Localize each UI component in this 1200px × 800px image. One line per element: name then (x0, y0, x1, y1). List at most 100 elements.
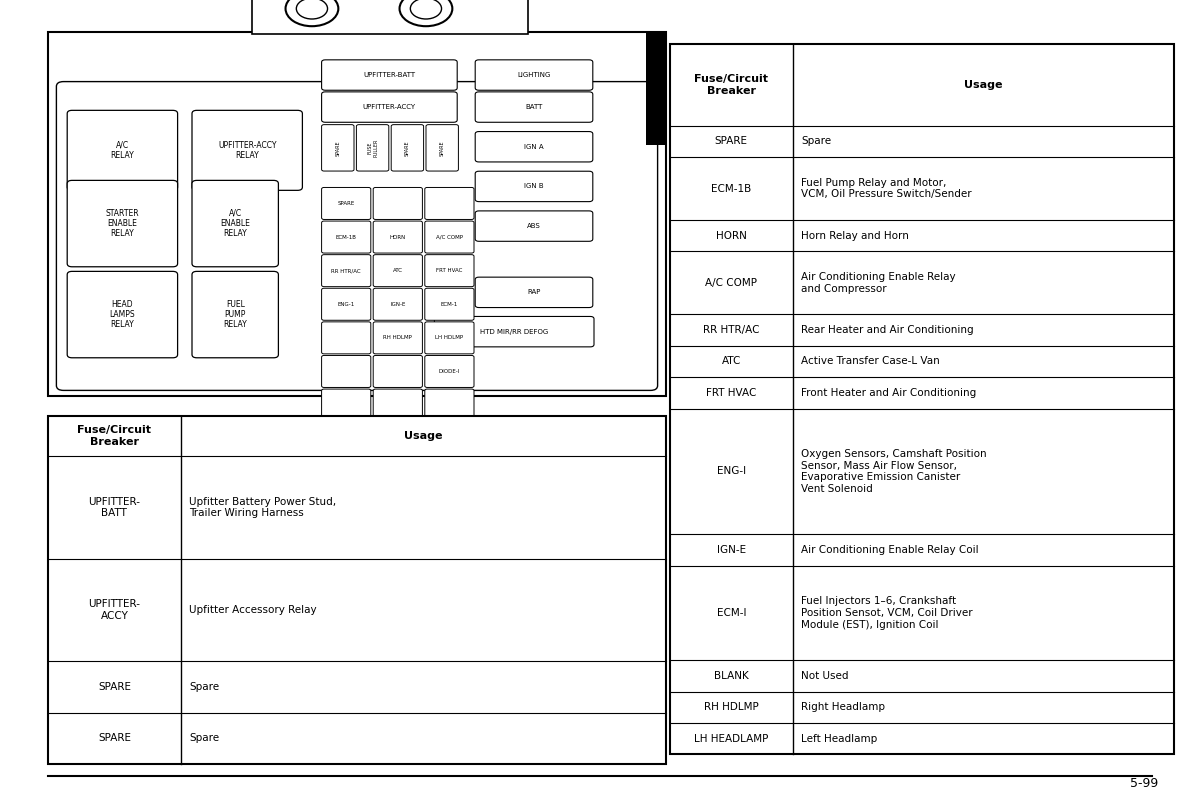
Text: FUEL
PUMP
RELAY: FUEL PUMP RELAY (223, 300, 247, 330)
Text: FRT HVAC: FRT HVAC (437, 268, 462, 273)
FancyBboxPatch shape (425, 221, 474, 253)
Text: SPARE: SPARE (439, 140, 445, 156)
Text: ECM-1B: ECM-1B (336, 234, 356, 239)
Text: BATT: BATT (526, 104, 542, 110)
FancyBboxPatch shape (475, 60, 593, 90)
Text: SPARE: SPARE (335, 140, 341, 156)
Text: Fuse/Circuit
Breaker: Fuse/Circuit Breaker (695, 74, 768, 96)
Text: ATC: ATC (392, 268, 403, 273)
FancyBboxPatch shape (475, 211, 593, 242)
Text: SPARE: SPARE (337, 201, 355, 206)
FancyBboxPatch shape (373, 322, 422, 354)
Text: Horn Relay and Horn: Horn Relay and Horn (802, 230, 910, 241)
FancyBboxPatch shape (322, 254, 371, 286)
Text: A/C
RELAY: A/C RELAY (110, 141, 134, 160)
FancyBboxPatch shape (67, 271, 178, 358)
FancyBboxPatch shape (67, 180, 178, 266)
Text: RR HTR/AC: RR HTR/AC (703, 325, 760, 335)
Text: UPFITTER-ACCY: UPFITTER-ACCY (362, 104, 416, 110)
Text: Front Heater and Air Conditioning: Front Heater and Air Conditioning (802, 388, 977, 398)
Text: RR HTR/AC: RR HTR/AC (331, 268, 361, 273)
FancyBboxPatch shape (322, 389, 371, 421)
Text: HORN: HORN (390, 234, 406, 239)
Text: IGN-E: IGN-E (716, 545, 746, 555)
Text: ABS: ABS (527, 223, 541, 229)
Text: SPARE: SPARE (715, 137, 748, 146)
Text: ENG-1: ENG-1 (337, 302, 355, 306)
FancyBboxPatch shape (373, 389, 422, 421)
Text: Fuse/Circuit
Breaker: Fuse/Circuit Breaker (78, 426, 151, 447)
FancyBboxPatch shape (356, 125, 389, 171)
Bar (252, 0, 528, 34)
FancyBboxPatch shape (67, 110, 178, 190)
FancyBboxPatch shape (56, 82, 658, 390)
FancyBboxPatch shape (373, 187, 422, 219)
Text: Air Conditioning Enable Relay Coil: Air Conditioning Enable Relay Coil (802, 545, 979, 555)
Text: IGN-E: IGN-E (390, 302, 406, 306)
Text: ECM-1B: ECM-1B (712, 183, 751, 194)
Text: UPFITTER-ACCY
RELAY: UPFITTER-ACCY RELAY (218, 141, 276, 160)
Text: Upfitter Accessory Relay: Upfitter Accessory Relay (190, 605, 317, 615)
Text: Left Headlamp: Left Headlamp (802, 734, 877, 744)
Text: ATC: ATC (721, 357, 742, 366)
FancyBboxPatch shape (322, 288, 371, 320)
FancyBboxPatch shape (373, 221, 422, 253)
FancyBboxPatch shape (425, 288, 474, 320)
Text: Upfitter Battery Power Stud,
Trailer Wiring Harness: Upfitter Battery Power Stud, Trailer Wir… (190, 497, 336, 518)
FancyBboxPatch shape (425, 355, 474, 387)
Text: SPARE: SPARE (98, 682, 131, 692)
FancyBboxPatch shape (322, 221, 371, 253)
FancyBboxPatch shape (475, 131, 593, 162)
FancyBboxPatch shape (322, 322, 371, 354)
FancyBboxPatch shape (434, 317, 594, 347)
Text: SPARE: SPARE (98, 734, 131, 743)
Text: UPFITTER-
ACCY: UPFITTER- ACCY (89, 599, 140, 621)
Text: FUSE
PULLER: FUSE PULLER (367, 138, 378, 157)
FancyBboxPatch shape (322, 187, 371, 219)
Bar (48, 32, 666, 396)
Text: RAP: RAP (527, 290, 541, 295)
Text: DIODE-I: DIODE-I (439, 369, 460, 374)
Text: Spare: Spare (190, 734, 220, 743)
Text: Spare: Spare (190, 682, 220, 692)
Text: RH HDLMP: RH HDLMP (704, 702, 758, 712)
Text: A/C COMP: A/C COMP (706, 278, 757, 288)
FancyBboxPatch shape (373, 254, 422, 286)
Text: HEAD
LAMPS
RELAY: HEAD LAMPS RELAY (109, 300, 136, 330)
Text: FRT HVAC: FRT HVAC (706, 388, 756, 398)
Text: SPARE: SPARE (404, 140, 410, 156)
FancyBboxPatch shape (425, 187, 474, 219)
Text: Oxygen Sensors, Camshaft Position
Sensor, Mass Air Flow Sensor,
Evaporative Emis: Oxygen Sensors, Camshaft Position Sensor… (802, 449, 988, 494)
FancyBboxPatch shape (322, 92, 457, 122)
Text: UPFITTER-
BATT: UPFITTER- BATT (89, 497, 140, 518)
Bar (48, 416, 666, 764)
FancyBboxPatch shape (475, 277, 593, 307)
Text: A/C
ENABLE
RELAY: A/C ENABLE RELAY (221, 209, 250, 238)
Text: Fuel Pump Relay and Motor,
VCM, Oil Pressure Switch/Sender: Fuel Pump Relay and Motor, VCM, Oil Pres… (802, 178, 972, 199)
Text: Active Transfer Case-L Van: Active Transfer Case-L Van (802, 357, 941, 366)
FancyBboxPatch shape (391, 125, 424, 171)
Text: ENG-I: ENG-I (716, 466, 746, 477)
Bar (646, 32, 666, 145)
Text: LIGHTING: LIGHTING (517, 72, 551, 78)
Text: IGN A: IGN A (524, 144, 544, 150)
Text: A/C COMP: A/C COMP (436, 234, 463, 239)
Text: Air Conditioning Enable Relay
and Compressor: Air Conditioning Enable Relay and Compre… (802, 272, 956, 294)
Text: 5-99: 5-99 (1129, 778, 1158, 790)
FancyBboxPatch shape (425, 389, 474, 421)
Text: Right Headlamp: Right Headlamp (802, 702, 886, 712)
Text: HORN: HORN (716, 230, 746, 241)
Text: Spare: Spare (802, 137, 832, 146)
FancyBboxPatch shape (425, 254, 474, 286)
FancyBboxPatch shape (192, 110, 302, 190)
FancyBboxPatch shape (426, 125, 458, 171)
FancyBboxPatch shape (192, 271, 278, 358)
Text: LH HEADLAMP: LH HEADLAMP (694, 734, 768, 744)
FancyBboxPatch shape (475, 171, 593, 202)
Text: Fuel Injectors 1–6, Crankshaft
Position Sensot, VCM, Coil Driver
Module (EST), I: Fuel Injectors 1–6, Crankshaft Position … (802, 596, 973, 630)
FancyBboxPatch shape (322, 60, 457, 90)
Text: UPFITTER-BATT: UPFITTER-BATT (364, 72, 415, 78)
FancyBboxPatch shape (322, 125, 354, 171)
Text: Rear Heater and Air Conditioning: Rear Heater and Air Conditioning (802, 325, 974, 335)
Text: IGN B: IGN B (524, 183, 544, 190)
